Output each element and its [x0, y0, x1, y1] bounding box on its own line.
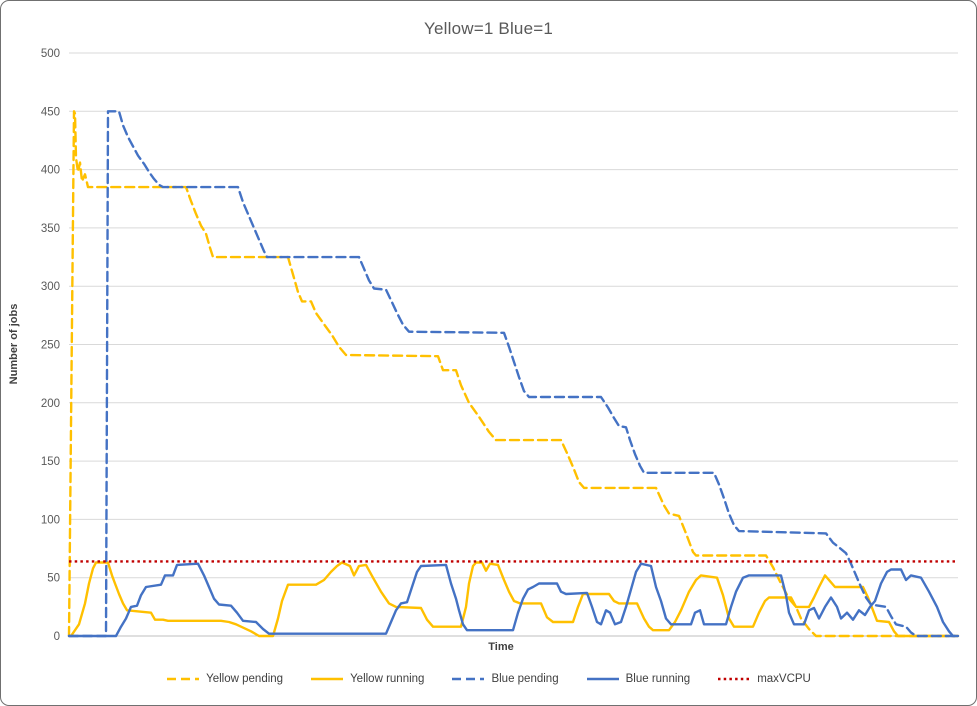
svg-text:500: 500 [41, 48, 60, 60]
legend-sample-yellow-running-icon [311, 677, 344, 681]
svg-text:50: 50 [47, 573, 60, 585]
legend: Yellow pending Yellow running Blue pendi… [1, 673, 976, 685]
y-axis-title: Number of jobs [8, 303, 20, 385]
legend-label: Yellow pending [206, 673, 284, 685]
svg-text:300: 300 [41, 281, 60, 293]
x-axis-title: Time [488, 641, 514, 653]
legend-item-yellow-pending: Yellow pending [166, 673, 283, 685]
svg-text:450: 450 [41, 106, 60, 118]
svg-text:200: 200 [41, 398, 60, 410]
legend-item-blue-running: Blue running [586, 673, 691, 685]
legend-sample-yellow-pending-icon [167, 677, 200, 681]
legend-sample-maxvcpu-icon [718, 677, 751, 681]
legend-label: maxVCPU [757, 673, 811, 685]
plot-area: 0 50 100 150 200 250 300 350 400 450 500 [41, 48, 960, 643]
legend-item-maxvcpu: maxVCPU [717, 673, 811, 685]
legend-label: Blue pending [491, 673, 559, 685]
legend-sample-blue-running-icon [586, 677, 619, 681]
legend-label: Yellow running [350, 673, 425, 685]
svg-text:250: 250 [41, 340, 60, 352]
legend-label: Blue running [625, 673, 691, 685]
svg-text:100: 100 [41, 514, 60, 526]
legend-sample-blue-pending-icon [452, 677, 485, 681]
svg-text:400: 400 [41, 165, 60, 177]
svg-text:350: 350 [41, 223, 60, 235]
legend-item-blue-pending: Blue pending [451, 673, 559, 685]
svg-text:0: 0 [54, 631, 60, 643]
legend-item-yellow-running: Yellow running [310, 673, 424, 685]
chart-title: Yellow=1 Blue=1 [423, 19, 554, 38]
svg-text:150: 150 [41, 456, 60, 468]
